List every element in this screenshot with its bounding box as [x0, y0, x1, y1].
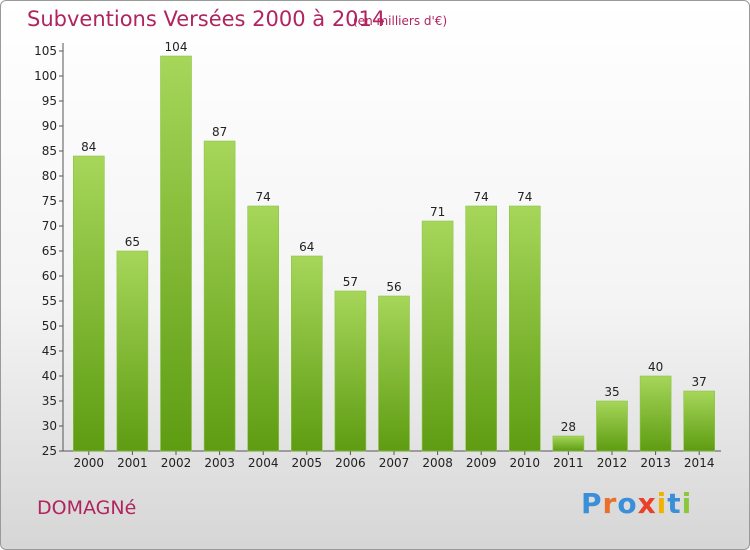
logo-letter: t [667, 487, 682, 520]
data-label: 87 [212, 125, 227, 139]
data-label: 71 [430, 205, 445, 219]
bar [290, 255, 323, 452]
y-tick-label: 60 [42, 269, 57, 283]
y-tick-label: 30 [42, 419, 57, 433]
bar [247, 205, 279, 452]
bar [596, 400, 628, 452]
bar [73, 155, 105, 452]
data-label: 74 [474, 190, 489, 204]
x-tick-label: 2007 [379, 456, 410, 470]
y-tick-label: 40 [42, 369, 57, 383]
x-tick-label: 2009 [466, 456, 497, 470]
axes: 25 30 35 40 45 50 55 60 65 70 75 80 85 90 95 100 105 2000… [34, 43, 721, 470]
bars [73, 55, 716, 452]
data-label: 64 [299, 240, 314, 254]
y-tick-label: 75 [42, 194, 57, 208]
bar [116, 250, 149, 452]
data-label: 37 [692, 375, 707, 389]
y-tick-label: 80 [42, 169, 57, 183]
y-tick-label: 45 [42, 344, 57, 358]
y-tick-label: 35 [42, 394, 57, 408]
data-label: 74 [256, 190, 271, 204]
x-tick-label: 2008 [422, 456, 453, 470]
data-label: 28 [561, 420, 576, 434]
logo-letter: x [637, 487, 657, 520]
logo-letter: o [617, 487, 638, 520]
data-label: 84 [81, 140, 96, 154]
logo-letter: i [656, 487, 668, 520]
y-tick-label: 70 [42, 219, 57, 233]
bar [508, 205, 541, 452]
bar [378, 295, 410, 452]
x-tick-label: 2013 [640, 456, 671, 470]
y-tick-label: 55 [42, 294, 57, 308]
y-tick-label: 90 [42, 119, 57, 133]
bar [639, 375, 672, 452]
chart-title: Subventions Versées 2000 à 2014 [27, 7, 386, 31]
x-tick-label: 2006 [335, 456, 366, 470]
x-tick-label: 2010 [510, 456, 541, 470]
chart-subtitle: (en milliers d'€) [353, 14, 448, 28]
x-tick-label: 2004 [248, 456, 279, 470]
x-tick-label: 2002 [161, 456, 192, 470]
value-labels: 84 65 104 87 74 64 57 56 71 74 74 28 35 40 37 [81, 40, 707, 434]
x-tick-label: 2014 [684, 456, 715, 470]
logo-letter: P [581, 487, 603, 520]
y-tick-label: 25 [42, 444, 57, 458]
bar [421, 220, 454, 452]
data-label: 57 [343, 275, 358, 289]
data-label: 35 [604, 385, 619, 399]
bar [683, 390, 716, 452]
x-tick-label: 2011 [553, 456, 584, 470]
logo-letter: r [602, 487, 618, 520]
y-tick-label: 95 [42, 94, 57, 108]
x-tick-label: 2003 [204, 456, 235, 470]
data-label: 74 [517, 190, 532, 204]
y-tick-label: 85 [42, 144, 57, 158]
y-tick-label: 100 [34, 69, 57, 83]
bar [334, 290, 367, 452]
proxiti-logo[interactable]: Proxiti [581, 487, 692, 520]
data-label: 40 [648, 360, 663, 374]
data-label: 65 [125, 235, 140, 249]
x-tick-label: 2005 [292, 456, 323, 470]
data-label: 104 [165, 40, 188, 54]
y-tick-label: 65 [42, 244, 57, 258]
y-tick-label: 105 [34, 44, 57, 58]
data-label: 56 [386, 280, 401, 294]
bar [160, 55, 192, 452]
x-tick-label: 2012 [597, 456, 628, 470]
x-tick-label: 2001 [117, 456, 148, 470]
bar [465, 205, 498, 452]
commune-name: DOMAGNé [37, 497, 137, 519]
logo-letter: i [681, 487, 693, 520]
x-tick-label: 2000 [74, 456, 105, 470]
bar [552, 435, 585, 452]
bar [203, 140, 236, 452]
y-tick-label: 50 [42, 319, 57, 333]
